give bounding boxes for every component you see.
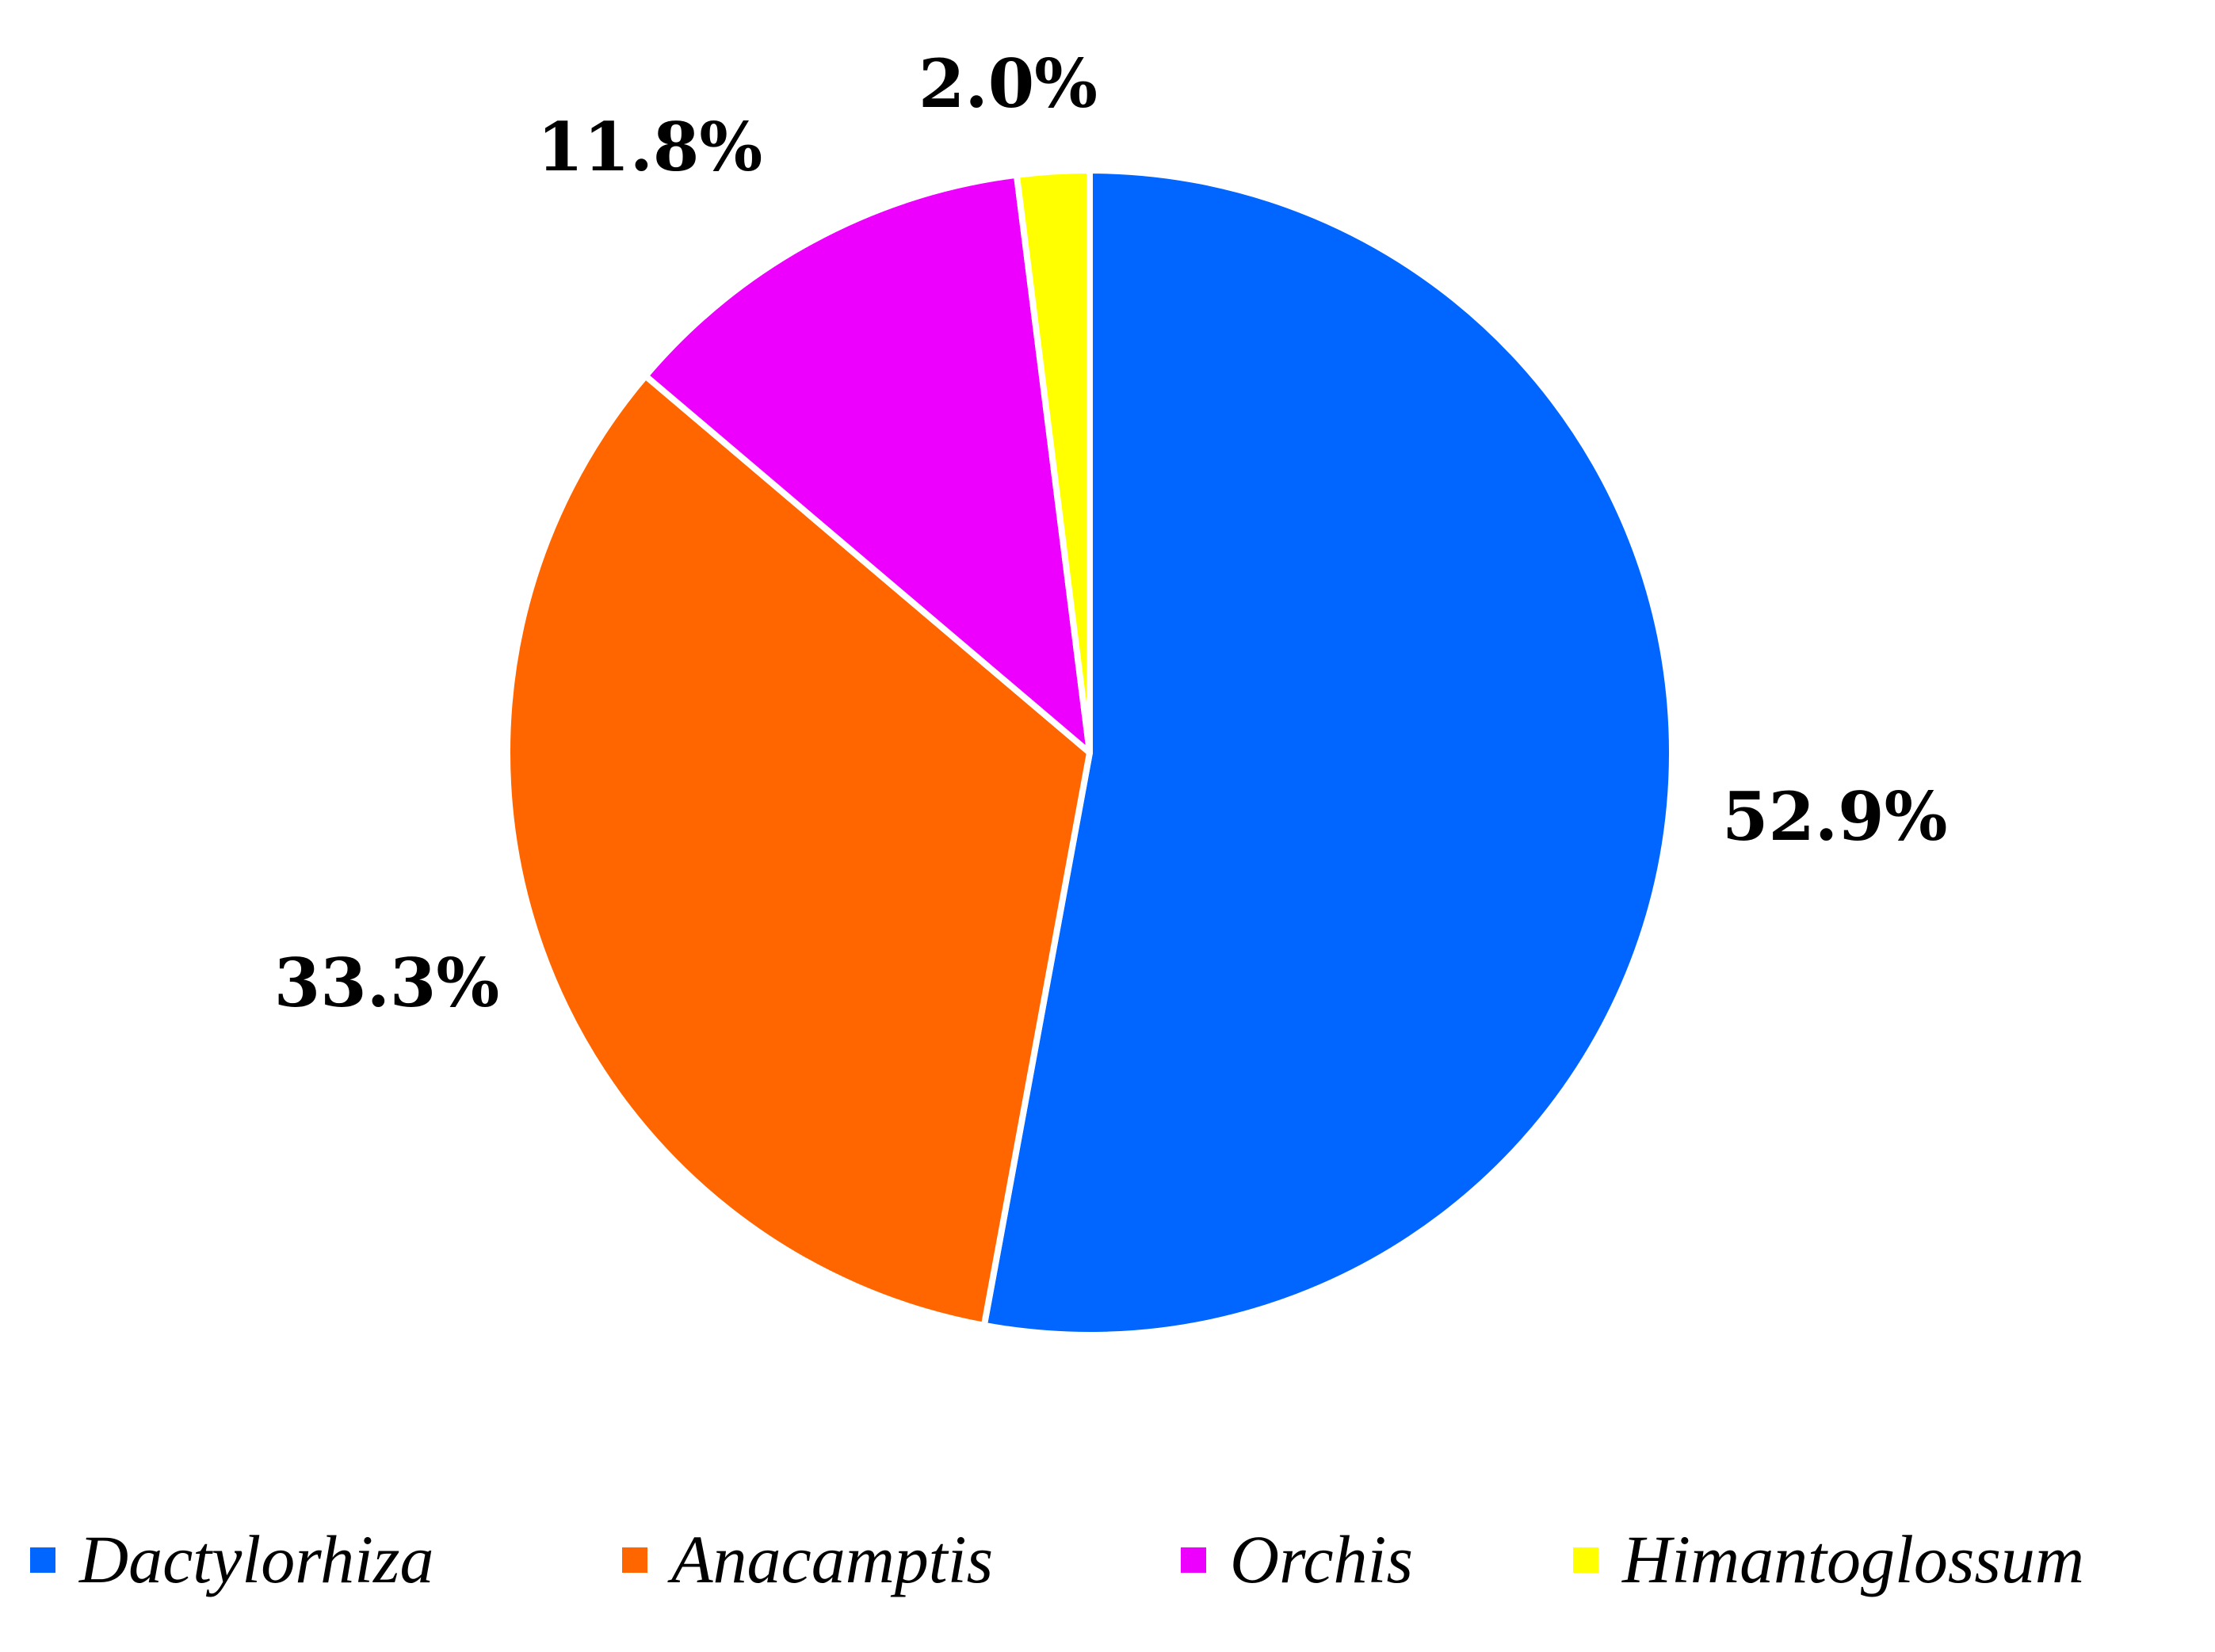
- legend-item-himantoglossum: Himantoglossum: [1573, 1521, 2084, 1597]
- legend-item-orchis: Orchis: [1181, 1521, 1413, 1597]
- data-label-anacamptis: 33.3%: [274, 944, 499, 1022]
- data-label-orchis: 11.8%: [537, 108, 762, 186]
- legend-item-dactylorhiza: Dactylorhiza: [30, 1521, 434, 1597]
- legend-label-himantoglossum: Himantoglossum: [1621, 1521, 2084, 1597]
- pie-slice-dactylorhiza: [980, 167, 1675, 1338]
- pie-slice-anacamptis: [504, 372, 1093, 1329]
- data-label-himantoglossum: 2.0%: [918, 44, 1098, 123]
- pie-slices: [504, 167, 1675, 1338]
- pie-labels: 52.9% 33.3% 11.8% 2.0%: [274, 44, 1948, 1022]
- legend: Dactylorhiza Anacamptis Orchis Himantogloss…: [30, 1521, 2084, 1597]
- legend-label-dactylorhiza: Dactylorhiza: [78, 1521, 434, 1597]
- legend-label-anacamptis: Anacamptis: [667, 1521, 993, 1597]
- legend-label-orchis: Orchis: [1230, 1521, 1413, 1597]
- legend-swatch-anacamptis: [622, 1547, 647, 1573]
- legend-item-anacamptis: Anacamptis: [622, 1521, 993, 1597]
- legend-swatch-himantoglossum: [1573, 1547, 1598, 1573]
- pie-slice-himantoglossum: [1013, 167, 1093, 756]
- legend-swatch-orchis: [1181, 1547, 1206, 1573]
- legend-swatch-dactylorhiza: [30, 1547, 55, 1573]
- pie-slice-orchis: [642, 171, 1093, 756]
- data-label-dactylorhiza: 52.9%: [1722, 777, 1947, 856]
